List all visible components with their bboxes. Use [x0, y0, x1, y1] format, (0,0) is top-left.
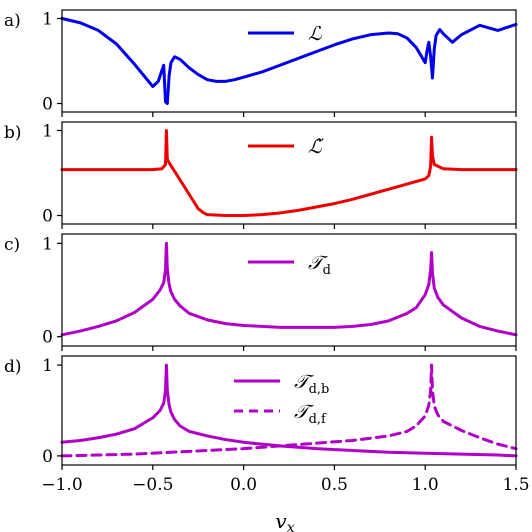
panel-2: 0 1 b) ℒ̃: [4, 121, 518, 229]
series-line-1: [60, 129, 518, 217]
panel-4: 0 1 d) 𝒯d,b 𝒯d,f: [4, 355, 518, 470]
x-axis-label: vx: [275, 509, 294, 532]
legend-label: 𝒯d: [308, 252, 331, 278]
legend-label: 𝒯d,f: [294, 401, 327, 427]
panel-1: 0 1 a) ℒ: [4, 9, 518, 117]
y-tick-label: 1: [42, 356, 53, 376]
panel-label: d): [4, 357, 22, 377]
axes-frame: [61, 9, 517, 113]
y-tick-label: 1: [42, 10, 53, 30]
x-tick-label: 1.0: [412, 475, 439, 495]
panel-label: a): [4, 11, 21, 31]
y-tick-label: 0: [42, 207, 53, 227]
legend-label: ℒ: [308, 23, 323, 45]
axes-frame: [61, 355, 517, 466]
series-line-1: [60, 17, 518, 105]
panel-label: b): [4, 123, 22, 143]
legend-label: ℒ̃: [308, 136, 324, 158]
y-tick-label: 1: [42, 122, 53, 142]
x-tick-label: −1.0: [41, 475, 82, 495]
axes-frame: [61, 233, 517, 347]
series-line-1: [60, 241, 518, 337]
legend-label: 𝒯d,b: [294, 371, 329, 397]
x-tick-label: 0.0: [230, 475, 257, 495]
x-tick-label: −0.5: [132, 475, 173, 495]
panel-3: 0 1 c) 𝒯d: [4, 233, 518, 351]
x-tick-label: 1.5: [502, 475, 529, 495]
panel-label: c): [4, 235, 20, 255]
x-tick-label: 0.5: [321, 475, 348, 495]
series-line-1: [60, 363, 518, 458]
axes-frame: [61, 121, 517, 225]
series-line-2: [60, 363, 518, 458]
y-tick-label: 0: [42, 447, 53, 467]
y-tick-label: 0: [42, 95, 53, 115]
y-tick-label: 0: [42, 328, 53, 348]
y-tick-label: 1: [42, 234, 53, 254]
